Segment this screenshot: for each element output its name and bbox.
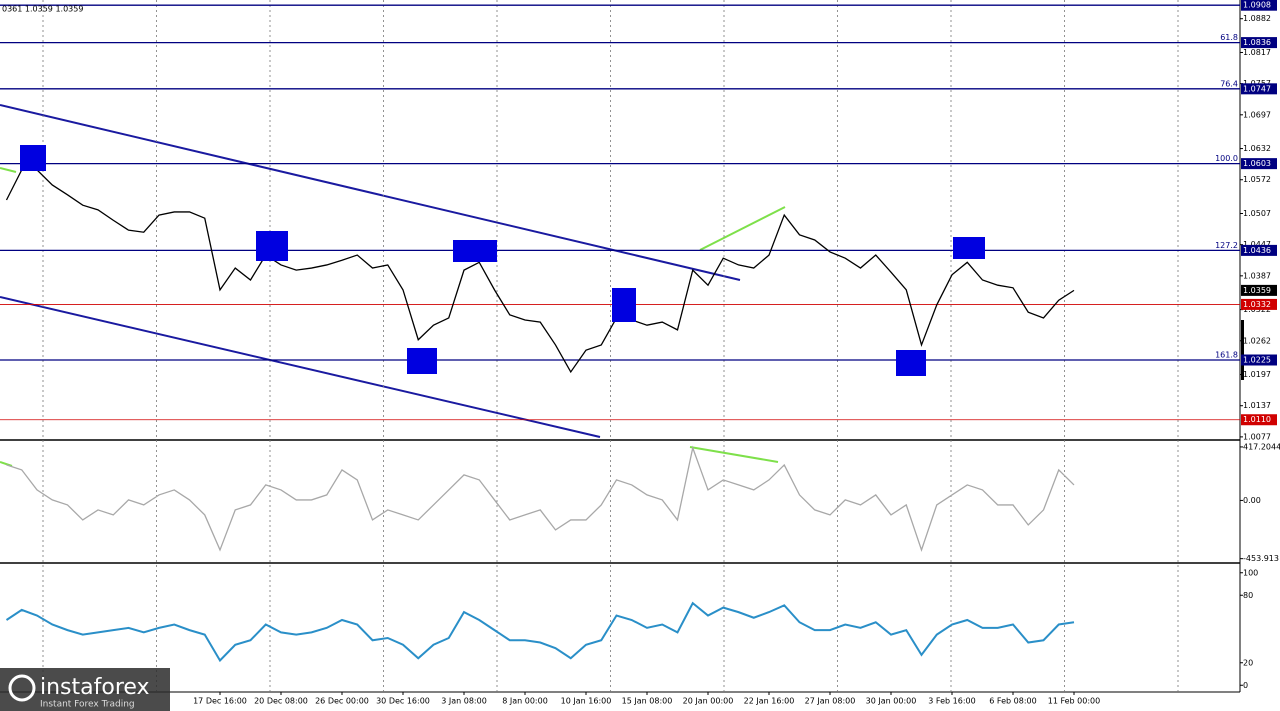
channel-line (0, 296, 601, 438)
x-tick-label: 17 Dec 16:00 (193, 697, 247, 706)
x-tick-label: 27 Jan 08:00 (805, 697, 856, 706)
x-tick-label: 11 Feb 00:00 (1048, 697, 1100, 706)
signal-box (20, 145, 46, 171)
series-line (5, 601, 1075, 663)
watermark-tagline: Instant Forex Trading (40, 700, 135, 710)
price-tag-label: 1.0436 (1243, 246, 1271, 255)
channel-line (0, 104, 741, 281)
price-tag-label: 1.0225 (1243, 356, 1271, 365)
price-tag-label: 1.0908 (1243, 1, 1271, 10)
x-tick-label: 30 Dec 16:00 (376, 697, 430, 706)
signal-box (896, 350, 926, 376)
y-tick-label: 1.0447 (1243, 240, 1271, 249)
y-tick-label: 1.0882 (1243, 14, 1271, 23)
y-tick-label: 1.0507 (1243, 209, 1271, 218)
price-tag (1241, 244, 1277, 256)
price-tag (1241, 0, 1277, 11)
signal-box (453, 240, 497, 262)
x-tick-label: 26 Dec 00:00 (315, 697, 369, 706)
grid (42, 0, 1179, 692)
fib-label: 61.8 (1220, 33, 1238, 42)
x-tick-label: 10 Jan 16:00 (561, 697, 612, 706)
y-tick-label: 417.2044 (1243, 442, 1280, 451)
price-tag-label: 1.0359 (1243, 286, 1271, 295)
y-tick-label: 80 (1243, 591, 1253, 600)
y-tick-label: 1.0197 (1243, 370, 1271, 379)
y-tick-label: 1.0077 (1243, 432, 1271, 441)
price-tag (1241, 354, 1277, 366)
signal-box (953, 237, 985, 259)
divergence-line (699, 206, 786, 251)
watermark-brand: instaforex (40, 675, 150, 700)
price-tag (1241, 414, 1277, 426)
price-tag-label: 1.0110 (1243, 415, 1271, 424)
layout (0, 0, 1244, 693)
fib-label: 100.0 (1215, 154, 1238, 163)
x-tick-label: 22 Jan 16:00 (744, 697, 795, 706)
signal-box (256, 231, 288, 261)
x-tick-label: 3 Jan 08:00 (441, 697, 487, 706)
x-tick-label: 20 Jan 00:00 (683, 697, 734, 706)
fib-label: 127.2 (1215, 241, 1238, 250)
watermark-bg (0, 668, 170, 711)
y-tick-label: 0.00 (1243, 496, 1261, 505)
y-tick-label: 1.0387 (1243, 271, 1271, 280)
series (5, 169, 1075, 663)
y-tick-label: 20 (1243, 658, 1253, 667)
scale-marker (1241, 320, 1244, 380)
y-tick-label: 1.0572 (1243, 175, 1271, 184)
series-line (5, 169, 1075, 374)
levels: 61.8 76.4 100.0 127.2 161.8 (0, 4, 1240, 421)
y-tick-label: 1.0137 (1243, 401, 1271, 410)
price-tag-label: 1.0836 (1243, 38, 1271, 47)
fib-label: 161.8 (1215, 351, 1238, 360)
y-tick-label: -453.913 (1243, 554, 1279, 563)
x-tick-label: 30 Jan 00:00 (866, 697, 917, 706)
x-tick-label: 20 Dec 08:00 (254, 697, 308, 706)
y-tick-label: 1.0817 (1243, 48, 1271, 57)
x-tick-label: 15 Jan 08:00 (622, 697, 673, 706)
price-tag-label: 1.0747 (1243, 84, 1271, 93)
price-tag (1241, 158, 1277, 170)
price-tag-label: 1.0332 (1243, 300, 1271, 309)
y-tick-label: 100 (1243, 568, 1258, 577)
y-tick-label: 0 (1243, 681, 1248, 690)
price-tag (1241, 37, 1277, 49)
price-tag (1241, 83, 1277, 95)
x-tick-label: 3 Feb 16:00 (928, 697, 975, 706)
signal-box (407, 348, 437, 374)
signal-box (612, 288, 636, 322)
price-tag (1241, 298, 1277, 310)
watermark-logo (8, 674, 36, 702)
y-tick-label: 1.0262 (1243, 336, 1271, 345)
y-tick-label: 1.0632 (1243, 144, 1271, 153)
fib-label: 76.4 (1220, 79, 1238, 88)
divergence-line (0, 167, 17, 173)
markers (20, 145, 985, 376)
x-tick-label: 6 Feb 08:00 (989, 697, 1036, 706)
divergence-line (689, 446, 779, 463)
chart-header: 0361 1.0359 1.0359 (2, 5, 83, 14)
divergence-line (0, 461, 13, 467)
y-tick-label: 1.0697 (1243, 110, 1271, 119)
watermark: instaforex Instant Forex Trading (0, 668, 170, 711)
x-tick-label: 8 Jan 00:00 (502, 697, 548, 706)
series-line (6, 445, 1075, 552)
axes: 1.08821.08171.07571.06971.06321.05721.05… (193, 0, 1280, 706)
price-tag (1241, 284, 1277, 296)
price-tag-label: 1.0603 (1243, 159, 1271, 168)
